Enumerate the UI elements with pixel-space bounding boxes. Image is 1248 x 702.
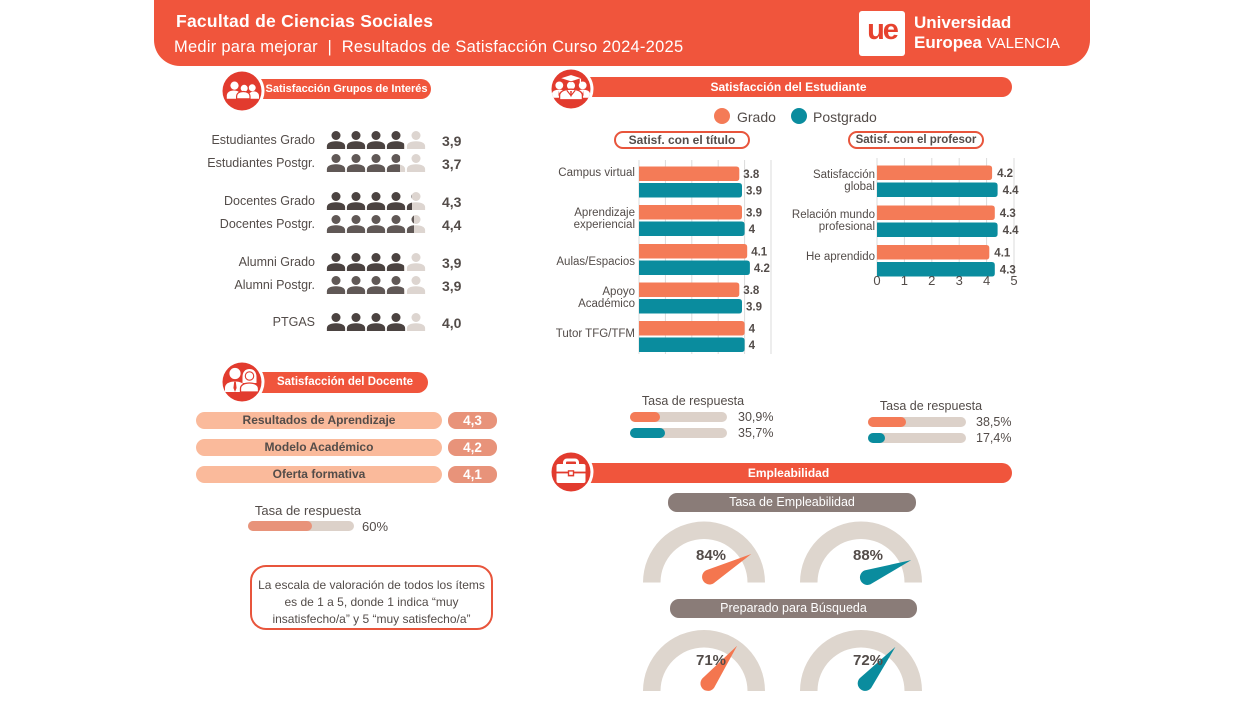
svg-text:4.2: 4.2 [754,263,770,275]
svg-text:4.1: 4.1 [994,248,1011,260]
svg-text:4: 4 [749,224,756,236]
svg-text:0: 0 [873,273,880,288]
svg-text:2: 2 [928,273,935,288]
svg-text:3.8: 3.8 [743,285,760,297]
svg-text:3.9: 3.9 [746,302,762,314]
svg-text:4.3: 4.3 [1000,208,1016,220]
svg-text:4: 4 [749,340,756,352]
svg-text:3.9: 3.9 [746,208,762,220]
svg-text:4: 4 [749,324,756,336]
svg-text:4.3: 4.3 [1000,265,1016,277]
svg-text:5: 5 [1010,273,1017,288]
svg-text:3.8: 3.8 [743,169,760,181]
svg-text:3.9: 3.9 [746,186,762,198]
svg-text:3: 3 [956,273,963,288]
svg-text:4.4: 4.4 [1003,225,1020,237]
svg-text:4.1: 4.1 [751,247,768,259]
svg-text:4: 4 [983,273,990,288]
svg-text:4.4: 4.4 [1003,185,1020,197]
svg-text:1: 1 [901,273,908,288]
svg-text:4.2: 4.2 [997,168,1013,180]
